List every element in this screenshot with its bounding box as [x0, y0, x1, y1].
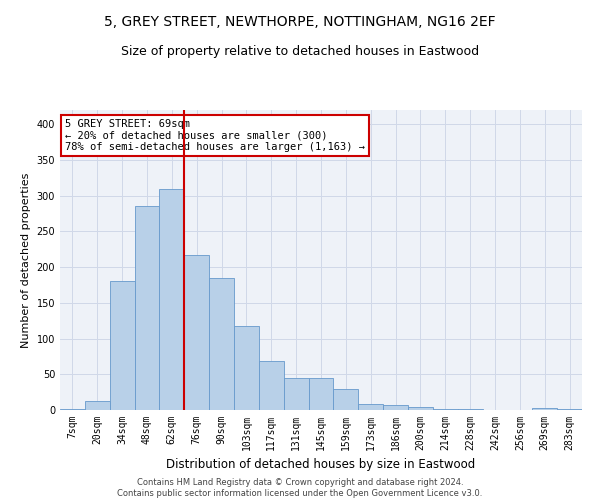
Bar [383, 405, 408, 410]
Bar [308, 378, 334, 410]
Bar [209, 278, 234, 410]
Bar [532, 408, 557, 410]
Bar [110, 282, 134, 410]
Bar [433, 408, 458, 410]
Text: Contains HM Land Registry data © Crown copyright and database right 2024.
Contai: Contains HM Land Registry data © Crown c… [118, 478, 482, 498]
Bar [160, 188, 184, 410]
Bar [284, 378, 308, 410]
Text: 5, GREY STREET, NEWTHORPE, NOTTINGHAM, NG16 2EF: 5, GREY STREET, NEWTHORPE, NOTTINGHAM, N… [104, 15, 496, 29]
Bar [85, 400, 110, 410]
Text: 5 GREY STREET: 69sqm
← 20% of detached houses are smaller (300)
78% of semi-deta: 5 GREY STREET: 69sqm ← 20% of detached h… [65, 119, 365, 152]
Bar [334, 388, 358, 410]
Bar [557, 408, 582, 410]
Bar [234, 326, 259, 410]
Bar [60, 408, 85, 410]
Bar [358, 404, 383, 410]
Bar [184, 255, 209, 410]
Bar [408, 407, 433, 410]
X-axis label: Distribution of detached houses by size in Eastwood: Distribution of detached houses by size … [166, 458, 476, 471]
Text: Size of property relative to detached houses in Eastwood: Size of property relative to detached ho… [121, 45, 479, 58]
Bar [458, 408, 482, 410]
Y-axis label: Number of detached properties: Number of detached properties [21, 172, 31, 348]
Bar [259, 362, 284, 410]
Bar [134, 206, 160, 410]
